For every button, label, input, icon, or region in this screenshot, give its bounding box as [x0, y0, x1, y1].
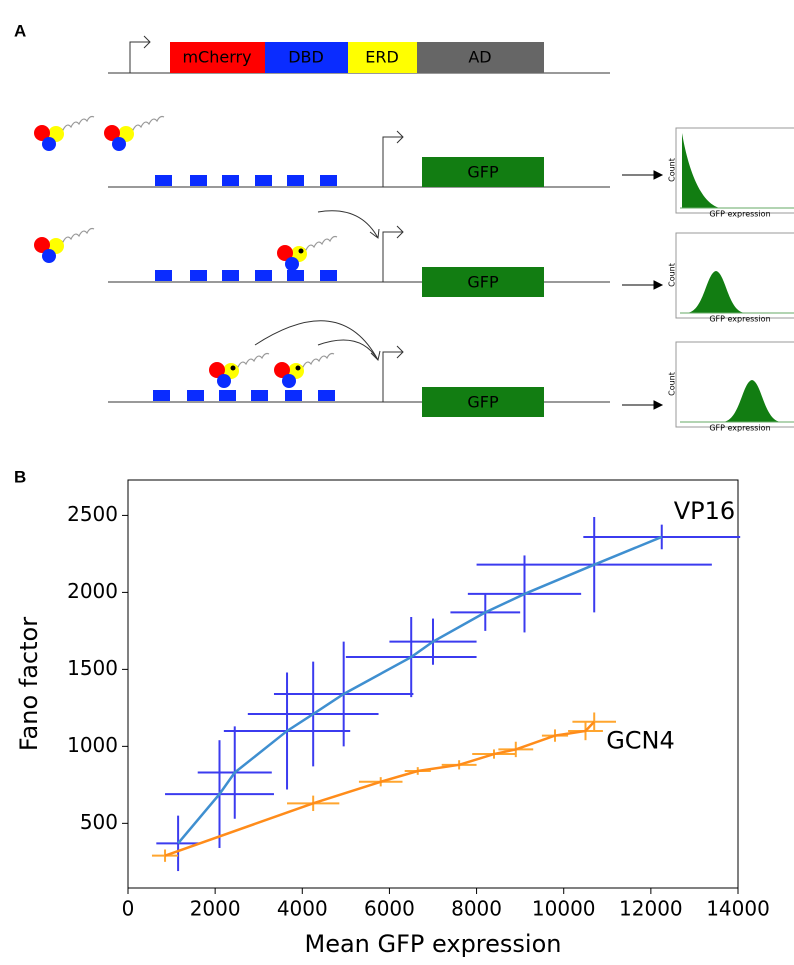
binding-site	[287, 175, 304, 186]
binding-site	[287, 270, 304, 281]
binding-site	[153, 390, 170, 401]
y-tick-label: 1500	[67, 656, 118, 680]
binding-site	[285, 390, 302, 401]
domain-label: DBD	[288, 48, 324, 67]
histogram-frame	[675, 341, 794, 428]
dbd	[42, 249, 56, 263]
histogram-ylabel: Count	[668, 372, 677, 396]
x-tick-label: 2000	[190, 897, 241, 921]
dbd	[282, 374, 296, 388]
binding-site	[255, 270, 272, 281]
reporter-rows: GFP Count GFP expression GFP Count GFP expres…	[34, 115, 794, 433]
domain-label: AD	[468, 48, 491, 67]
gene	[422, 387, 544, 417]
arrow	[622, 400, 664, 410]
arrow	[622, 280, 664, 290]
mcherry	[104, 125, 120, 141]
panel-label: A	[14, 21, 26, 40]
mcherry	[34, 237, 50, 253]
domain	[265, 42, 348, 73]
y-tick-label: 2000	[67, 579, 118, 603]
dbd	[217, 374, 231, 388]
x-tick-label: 4000	[277, 897, 328, 921]
fit-line	[164, 720, 596, 857]
x-tick-label: 8000	[451, 897, 502, 921]
activation-arrow	[317, 210, 380, 239]
domain-label: ERD	[365, 48, 399, 67]
gene-label: GFP	[467, 393, 499, 412]
ligand	[295, 365, 301, 371]
promoter	[382, 345, 404, 402]
y-tick-label: 1000	[67, 733, 118, 757]
histogram-ylabel: Count	[668, 263, 677, 287]
histogram-ylabel: Count	[668, 158, 677, 182]
x-tick-label: 0	[122, 897, 135, 921]
binding-site	[318, 390, 335, 401]
binding-site	[251, 390, 268, 401]
ligand	[230, 365, 236, 371]
fit-line	[177, 535, 663, 845]
domain	[170, 42, 265, 73]
domain	[417, 42, 544, 73]
binding-site	[255, 175, 272, 186]
histogram-xlabel: GFP expression	[709, 424, 770, 433]
binding-site	[320, 270, 337, 281]
domain	[348, 42, 417, 73]
dbd	[42, 137, 56, 151]
x-tick-label: 12000	[619, 897, 683, 921]
binding-site	[190, 270, 207, 281]
x-tick-label: 14000	[706, 897, 770, 921]
histogram-frame	[675, 127, 794, 214]
gene-label: GFP	[467, 273, 499, 292]
gene	[422, 157, 544, 187]
binding-site	[219, 390, 236, 401]
histogram-frame	[675, 232, 794, 319]
promoter	[382, 225, 404, 282]
binding-site	[187, 390, 204, 401]
mcherry	[34, 125, 50, 141]
gene-label: GFP	[467, 163, 499, 182]
histogram	[722, 380, 782, 422]
series-label: GCN4	[606, 727, 675, 755]
histogram-xlabel: GFP expression	[709, 315, 770, 324]
histogram	[686, 271, 746, 313]
histogram-xlabel: GFP expression	[709, 210, 770, 219]
dbd	[285, 257, 299, 271]
binding-site	[155, 175, 172, 186]
panel-label: B	[14, 467, 26, 486]
arrow	[622, 170, 664, 180]
histogram	[682, 133, 720, 208]
binding-site	[190, 175, 207, 186]
dbd	[112, 137, 126, 151]
activation-arrow	[317, 339, 379, 361]
gene	[422, 267, 544, 297]
x-axis-label: Mean GFP expression	[305, 930, 562, 958]
domain-label: mCherry	[182, 48, 251, 67]
binding-site	[155, 270, 172, 281]
y-tick-label: 2500	[67, 502, 118, 526]
mcherry	[274, 362, 290, 378]
ligand	[298, 248, 304, 254]
y-tick-label: 500	[80, 810, 118, 834]
binding-site	[320, 175, 337, 186]
x-tick-label: 6000	[364, 897, 415, 921]
activation-arrow	[254, 320, 381, 361]
promoter	[129, 35, 151, 73]
promoter	[382, 130, 404, 187]
binding-site	[222, 270, 239, 281]
series-label: VP16	[674, 497, 735, 525]
mcherry	[209, 362, 225, 378]
y-axis-label: Fano factor	[15, 617, 43, 751]
mcherry	[277, 245, 293, 261]
binding-site	[222, 175, 239, 186]
x-tick-label: 10000	[532, 897, 596, 921]
plot-frame	[127, 479, 739, 889]
